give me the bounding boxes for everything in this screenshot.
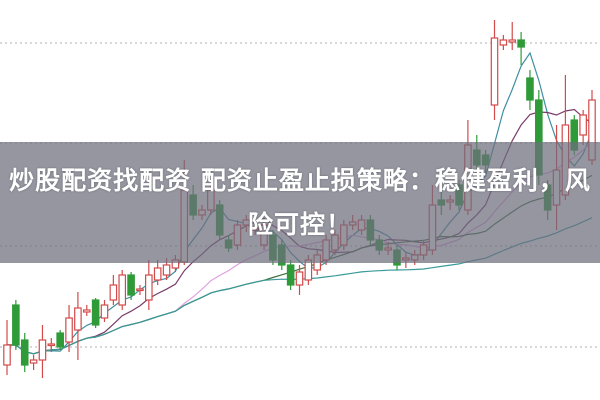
candle-body — [12, 304, 20, 346]
candle — [20, 333, 29, 372]
candle-body — [508, 39, 517, 43]
candle-body — [153, 267, 162, 281]
candle — [47, 338, 56, 352]
candle-body — [499, 39, 508, 46]
candle-body — [29, 359, 38, 364]
candle — [295, 265, 304, 295]
candle — [286, 260, 295, 290]
candle-body — [136, 288, 144, 292]
article-title: 炒股配资找配资 配资止盈止损策略：稳健盈利，风险可控！ — [9, 165, 591, 239]
candle — [91, 298, 100, 328]
candle-body — [65, 317, 73, 343]
candle-body — [304, 259, 313, 281]
candle — [145, 260, 153, 310]
candle-body — [100, 304, 109, 319]
candle — [153, 260, 162, 285]
candle-body — [579, 114, 587, 136]
candle-body — [118, 274, 127, 306]
candle — [508, 22, 517, 50]
candle — [3, 320, 11, 375]
candle — [12, 300, 20, 350]
candle — [109, 275, 118, 305]
candle-body — [109, 284, 118, 301]
candle-body — [3, 344, 11, 366]
title-banner: 炒股配资找配资 配资止盈止损策略：稳健盈利，风险可控！ — [0, 142, 600, 263]
candle-body — [47, 343, 56, 347]
candle — [136, 285, 144, 295]
candle-body — [295, 271, 304, 286]
candle — [526, 70, 534, 110]
candle — [100, 300, 109, 322]
candle-body — [91, 299, 100, 326]
candle — [82, 305, 91, 316]
candle-body — [127, 274, 135, 296]
candle-body — [56, 332, 64, 348]
candle-body — [74, 307, 82, 331]
candle — [56, 330, 64, 350]
candle — [490, 20, 499, 120]
candle-body — [526, 77, 534, 101]
candle — [127, 272, 135, 300]
candle-body — [490, 37, 499, 106]
candle-body — [162, 264, 171, 276]
candle-body — [286, 264, 295, 286]
candle-body — [517, 39, 525, 48]
candle — [579, 110, 587, 145]
candle — [517, 32, 525, 65]
candle-body — [20, 339, 29, 366]
candle — [118, 270, 127, 310]
candle-body — [82, 309, 91, 313]
candle — [29, 355, 38, 370]
candle — [65, 305, 73, 352]
candle-body — [145, 274, 153, 301]
candle — [499, 35, 508, 50]
candle — [38, 325, 47, 378]
candle — [74, 292, 82, 360]
candle-body — [38, 339, 47, 361]
